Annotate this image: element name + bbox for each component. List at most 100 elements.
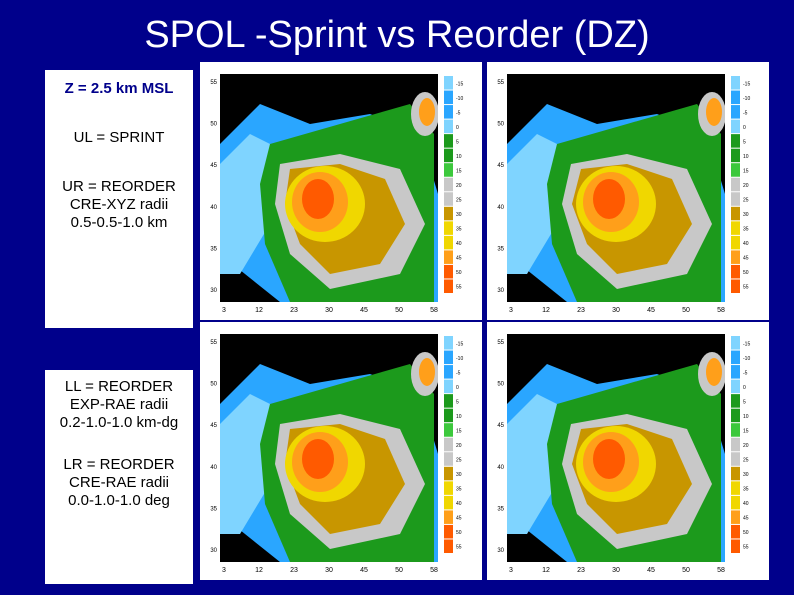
colorbar-swatch (444, 264, 453, 279)
x-tick-label: 3 (222, 567, 226, 574)
colorbar-swatch (444, 510, 453, 524)
colorbar-swatch (731, 221, 740, 235)
colorbar-tick-label: 15 (456, 428, 462, 434)
y-tick-label: 35 (497, 246, 504, 252)
colorbar-tick-label: -15 (743, 81, 750, 87)
colorbar-swatch (444, 365, 453, 379)
radar-plot-lr: 3 12 23 30 45 50 58 30 35 40 45 50 55 -15 -10 -5 0 5 10 15 2… (497, 334, 750, 574)
colorbar-swatch (444, 206, 453, 221)
lr-label-line: LR = REORDER (63, 456, 175, 473)
colorbar-tick-label: 55 (456, 285, 462, 291)
x-tick-label: 58 (717, 567, 725, 574)
ll-label-line: 0.2-1.0-1.0 km-dg (59, 414, 179, 431)
colorbar-swatch (731, 437, 740, 452)
colorbar-tick-label: -10 (743, 96, 750, 102)
colorbar-swatch (731, 466, 740, 481)
lr-label-line: 0.0-1.0-1.0 deg (68, 492, 170, 509)
colorbar-swatch (731, 350, 740, 365)
y-tick-label: 35 (210, 506, 217, 512)
y-tick-label: 45 (497, 423, 504, 429)
colorbar-tick-label: 50 (456, 530, 462, 536)
colorbar-swatch (444, 148, 453, 163)
ll-label-line: EXP-RAE radii (69, 396, 169, 413)
x-tick-label: 30 (325, 567, 333, 574)
colorbar-tick-label: 35 (456, 487, 462, 493)
colorbar-tick-label: 35 (743, 487, 749, 493)
colorbar-swatch (444, 235, 453, 250)
colorbar-swatch (731, 206, 740, 221)
y-tick-label: 35 (497, 506, 504, 512)
colorbar-swatch (731, 510, 740, 524)
colorbar-tick-label: 10 (456, 414, 462, 420)
x-tick-label: 12 (255, 307, 263, 314)
colorbar-tick-label: 5 (456, 399, 459, 405)
colorbar-tick-label: 35 (456, 227, 462, 233)
colorbar-tick-label: 5 (456, 139, 459, 145)
ul-label: UL = SPRINT (45, 108, 193, 168)
radar-plot-ll: 3 12 23 30 45 50 58 30 35 40 45 50 55 -15 -10 -5 0 5 10 15 2… (210, 334, 463, 574)
colorbar-swatch (444, 163, 453, 177)
radar-panel-lr: 3 12 23 30 45 50 58 30 35 40 45 50 55 -15 -10 -5 0 5 10 15 2… (487, 322, 769, 580)
colorbar-tick-label: 50 (743, 270, 749, 276)
colorbar-tick-label: 45 (456, 516, 462, 522)
colorbar-swatch (444, 452, 453, 466)
colorbar-tick-label: -10 (456, 96, 463, 102)
y-tick-label: 50 (497, 122, 504, 128)
colorbar-tick-label: -10 (456, 356, 463, 362)
y-tick-label: 40 (210, 205, 217, 211)
colorbar-swatch (444, 379, 453, 394)
x-tick-label: 23 (290, 567, 298, 574)
x-tick-label: 45 (647, 307, 655, 314)
colorbar-tick-label: -15 (743, 341, 750, 347)
colorbar-tick-label: 35 (743, 227, 749, 233)
colorbar-tick-label: 25 (743, 198, 749, 204)
ur-label-line: 0.5-0.5-1.0 km (70, 214, 168, 231)
colorbar-swatch (731, 148, 740, 163)
ll-label: LL = REORDER EXP-RAE radii 0.2-1.0-1.0 k… (45, 370, 193, 440)
colorbar-swatch (731, 495, 740, 510)
y-tick-label: 30 (210, 548, 217, 554)
x-tick-label: 12 (255, 567, 263, 574)
colorbar-tick-label: -10 (743, 356, 750, 362)
x-tick-label: 50 (682, 567, 690, 574)
x-tick-label: 50 (682, 307, 690, 314)
colorbar-tick-label: 20 (456, 183, 462, 189)
colorbar-swatch (731, 279, 740, 293)
colorbar-tick-label: 25 (456, 198, 462, 204)
colorbar-tick-label: 55 (456, 545, 462, 551)
colorbar-swatch (444, 408, 453, 423)
x-tick-label: 50 (395, 307, 403, 314)
colorbar-tick-label: -5 (456, 370, 461, 376)
colorbar-tick-label: -5 (743, 110, 748, 116)
slide-title: SPOL -Sprint vs Reorder (DZ) (144, 14, 650, 56)
radar-plot-ul: 3 12 23 30 45 50 58 30 35 40 45 50 55 -15 -10 -5 0 5 10 15 2… (210, 74, 463, 314)
colorbar-tick-label: 20 (456, 443, 462, 449)
radar-panel-ul: 3 12 23 30 45 50 58 30 35 40 45 50 55 -15 -10 -5 0 5 10 15 2… (200, 62, 482, 320)
x-tick-label: 3 (509, 567, 513, 574)
x-tick-label: 45 (360, 567, 368, 574)
x-tick-label: 23 (290, 307, 298, 314)
colorbar-tick-label: 10 (743, 154, 749, 160)
ll-label-line: LL = REORDER (64, 378, 174, 395)
colorbar-tick-label: 55 (743, 545, 749, 551)
y-tick-label: 30 (210, 288, 217, 294)
colorbar-tick-label: 40 (456, 241, 462, 247)
x-tick-label: 58 (717, 307, 725, 314)
colorbar-swatch (731, 90, 740, 105)
colorbar-swatch (731, 394, 740, 408)
colorbar-swatch (444, 524, 453, 539)
colorbar-tick-label: -5 (743, 370, 748, 376)
ul-label-line: UL = SPRINT (73, 129, 165, 146)
colorbar-tick-label: 5 (743, 399, 746, 405)
x-tick-label: 58 (430, 567, 438, 574)
x-tick-label: 58 (430, 307, 438, 314)
colorbar-swatch (444, 336, 453, 350)
colorbar-swatch (444, 134, 453, 148)
colorbar-swatch (444, 279, 453, 293)
y-tick-label: 55 (497, 80, 504, 86)
y-tick-label: 40 (497, 205, 504, 211)
colorbar-swatch (731, 408, 740, 423)
y-tick-label: 40 (497, 465, 504, 471)
colorbar-swatch (731, 250, 740, 264)
x-tick-label: 3 (509, 307, 513, 314)
